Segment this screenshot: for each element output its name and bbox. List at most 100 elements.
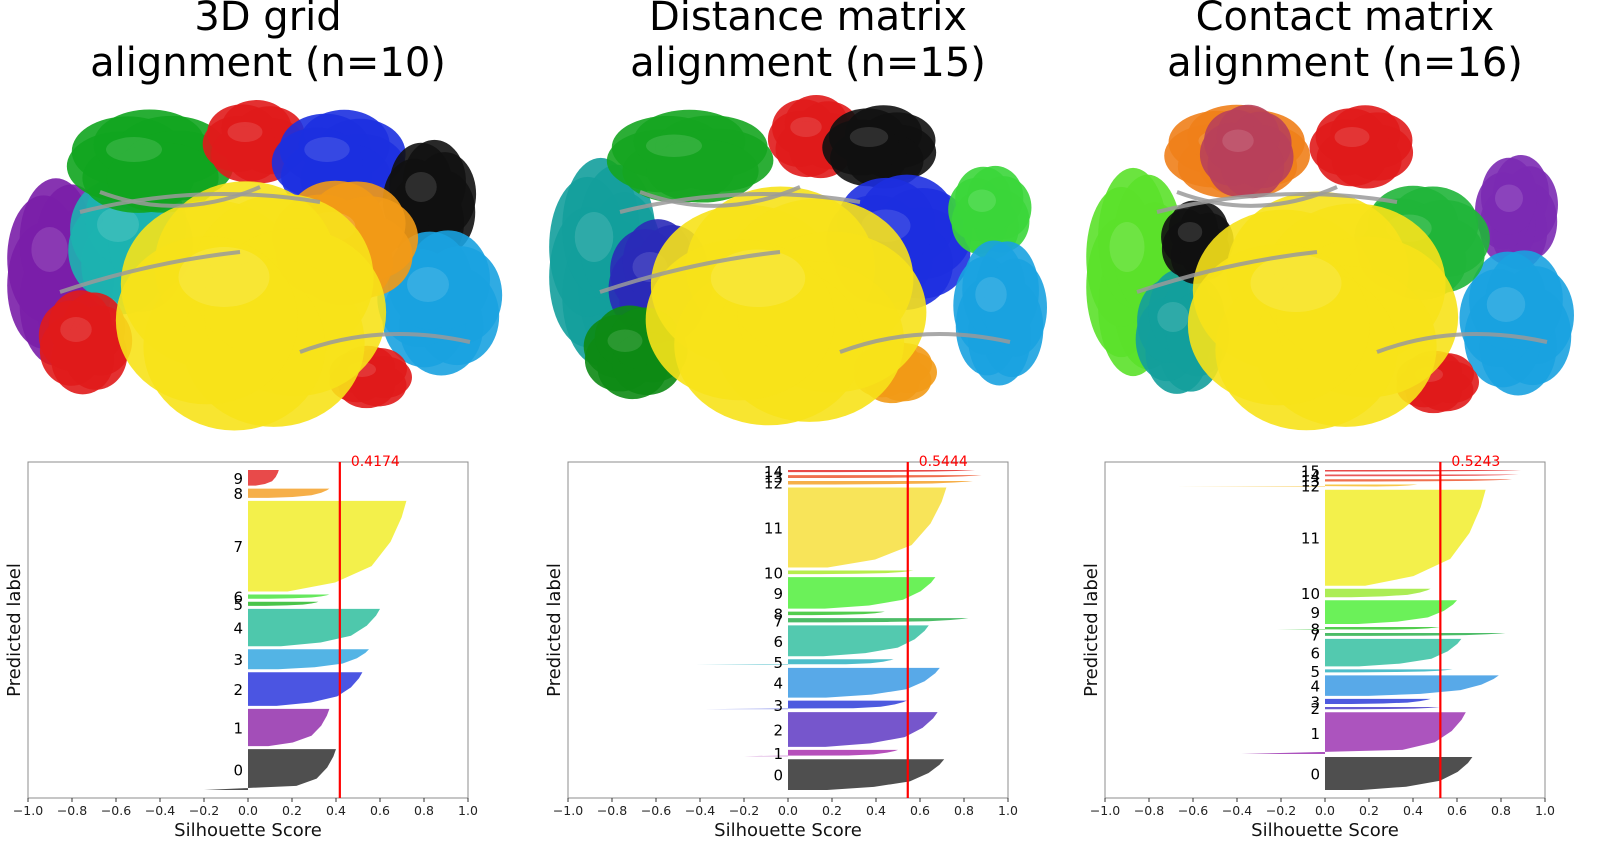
cluster-4-silhouette xyxy=(1325,675,1499,696)
cluster-0-silhouette xyxy=(788,759,945,790)
surface-domain xyxy=(953,240,1047,386)
cluster-label: 10 xyxy=(764,564,783,582)
cluster-9-silhouette xyxy=(248,470,279,486)
surface-domain xyxy=(66,109,234,213)
cluster-7-silhouette xyxy=(788,618,969,623)
cluster-2-silhouette xyxy=(248,672,363,706)
x-tick-label: 0.6 xyxy=(370,803,390,818)
cluster-label: 2 xyxy=(1310,700,1320,718)
silhouette-plot: 0 1 2 3 4 56 7 89 0.4174 −1.0 −0.8 −0.6 −0.4 −0.2 0.0 0… xyxy=(4,454,478,841)
cluster-10-silhouette xyxy=(788,570,914,575)
cluster-label: 7 xyxy=(233,538,243,556)
cluster-9-silhouette xyxy=(1325,600,1457,625)
x-tick-label: 0.0 xyxy=(238,803,258,818)
cluster-0-silhouette xyxy=(204,749,336,790)
cluster-label: 7 xyxy=(773,612,783,630)
cluster-label: 0 xyxy=(773,767,783,785)
cluster-label: 5 xyxy=(1310,663,1320,681)
cluster-3-silhouette xyxy=(704,700,907,710)
cluster-6-silhouette xyxy=(1325,638,1462,667)
x-tick-label: −0.8 xyxy=(57,803,87,818)
protein-surface-rendering xyxy=(549,95,1047,426)
x-tick-label: 0.4 xyxy=(866,803,886,818)
cluster-label: 3 xyxy=(1310,693,1320,711)
cluster-4-silhouette xyxy=(248,608,380,647)
cluster-label: 13 xyxy=(1301,472,1320,490)
x-tick-label: 0.0 xyxy=(778,803,798,818)
cluster-label: 14 xyxy=(1301,467,1320,485)
x-tick-label: −0.6 xyxy=(641,803,671,818)
cluster-label: 4 xyxy=(773,675,783,693)
x-tick-label: 1.0 xyxy=(998,803,1018,818)
title-line-2: alignment (n=15) xyxy=(630,40,986,86)
cluster-label: 4 xyxy=(1310,678,1320,696)
cluster-label: 10 xyxy=(1301,585,1320,603)
average-score-label: 0.5243 xyxy=(1451,454,1500,470)
x-tick-label: −0.4 xyxy=(145,803,175,818)
cluster-14-silhouette xyxy=(788,470,975,473)
cluster-label: 2 xyxy=(773,721,783,739)
cluster-1-silhouette xyxy=(1241,712,1466,754)
surface-domain xyxy=(1309,105,1414,189)
cluster-label: 3 xyxy=(773,697,783,715)
cluster-8-silhouette xyxy=(248,488,330,498)
surface-domain xyxy=(115,181,387,431)
cluster-label: 3 xyxy=(233,651,243,669)
title-line-1: 3D grid xyxy=(194,0,342,40)
x-tick-label: 0.2 xyxy=(822,803,842,818)
cluster-label: 13 xyxy=(764,469,783,487)
cluster-label: 9 xyxy=(233,470,243,488)
x-tick-label: 1.0 xyxy=(1535,803,1555,818)
cluster-7-silhouette xyxy=(248,500,407,592)
x-tick-label: −1.0 xyxy=(553,803,583,818)
cluster-label: 5 xyxy=(773,654,783,672)
surface-domain xyxy=(822,105,937,189)
cluster-15-silhouette xyxy=(1325,470,1521,472)
cluster-5-silhouette xyxy=(695,659,894,665)
cluster-6-silhouette xyxy=(248,594,330,599)
x-tick-label: 0.2 xyxy=(1359,803,1379,818)
cluster-label: 1 xyxy=(773,745,783,763)
title-line-2: alignment (n=10) xyxy=(90,40,446,86)
y-axis-label: Predicted label xyxy=(4,563,25,697)
panel-title: Distance matrix alignment (n=15) xyxy=(540,0,1076,86)
panel-title: 3D grid alignment (n=10) xyxy=(0,0,536,86)
cluster-6-silhouette xyxy=(788,625,929,657)
cluster-7-silhouette xyxy=(1325,632,1506,636)
x-tick-label: −0.2 xyxy=(729,803,759,818)
x-tick-label: 0.8 xyxy=(414,803,434,818)
x-tick-label: 0.4 xyxy=(326,803,346,818)
surface-domain xyxy=(1199,104,1294,199)
x-tick-label: 0.8 xyxy=(954,803,974,818)
cluster-label: 9 xyxy=(1310,604,1320,622)
cluster-label: 0 xyxy=(233,762,243,780)
x-tick-label: −0.4 xyxy=(1222,803,1252,818)
protein-surface-rendering xyxy=(7,100,503,431)
cluster-label: 9 xyxy=(773,585,783,603)
x-tick-label: −0.6 xyxy=(1178,803,1208,818)
cluster-4-silhouette xyxy=(788,667,940,698)
cluster-label: 12 xyxy=(764,475,783,493)
cluster-label: 14 xyxy=(764,463,783,481)
panel-3d-grid: 3D grid alignment (n=10) 0 1 2 3 4 5 6 7 8 9 0.417… xyxy=(0,0,536,850)
cluster-label: 5 xyxy=(233,596,243,614)
y-axis-label: Predicted label xyxy=(544,563,565,697)
x-tick-label: 0.8 xyxy=(1491,803,1511,818)
surface-domain xyxy=(1459,250,1574,396)
x-tick-label: −0.6 xyxy=(101,803,131,818)
cluster-5-silhouette xyxy=(1325,669,1453,673)
cluster-13-silhouette xyxy=(788,475,982,478)
surface-domain xyxy=(606,109,774,203)
cluster-label: 4 xyxy=(233,620,243,638)
cluster-1-silhouette xyxy=(248,708,330,747)
cluster-label: 8 xyxy=(773,605,783,623)
backbone-ribbon xyxy=(59,185,471,354)
cluster-10-silhouette xyxy=(1325,588,1431,598)
cluster-label: 8 xyxy=(1310,621,1320,639)
title-line-2: alignment (n=16) xyxy=(1167,40,1523,86)
cluster-8-silhouette xyxy=(788,611,885,616)
cluster-label: 0 xyxy=(1310,766,1320,784)
x-tick-label: 1.0 xyxy=(458,803,478,818)
x-axis-label: Silhouette Score xyxy=(1251,820,1399,841)
